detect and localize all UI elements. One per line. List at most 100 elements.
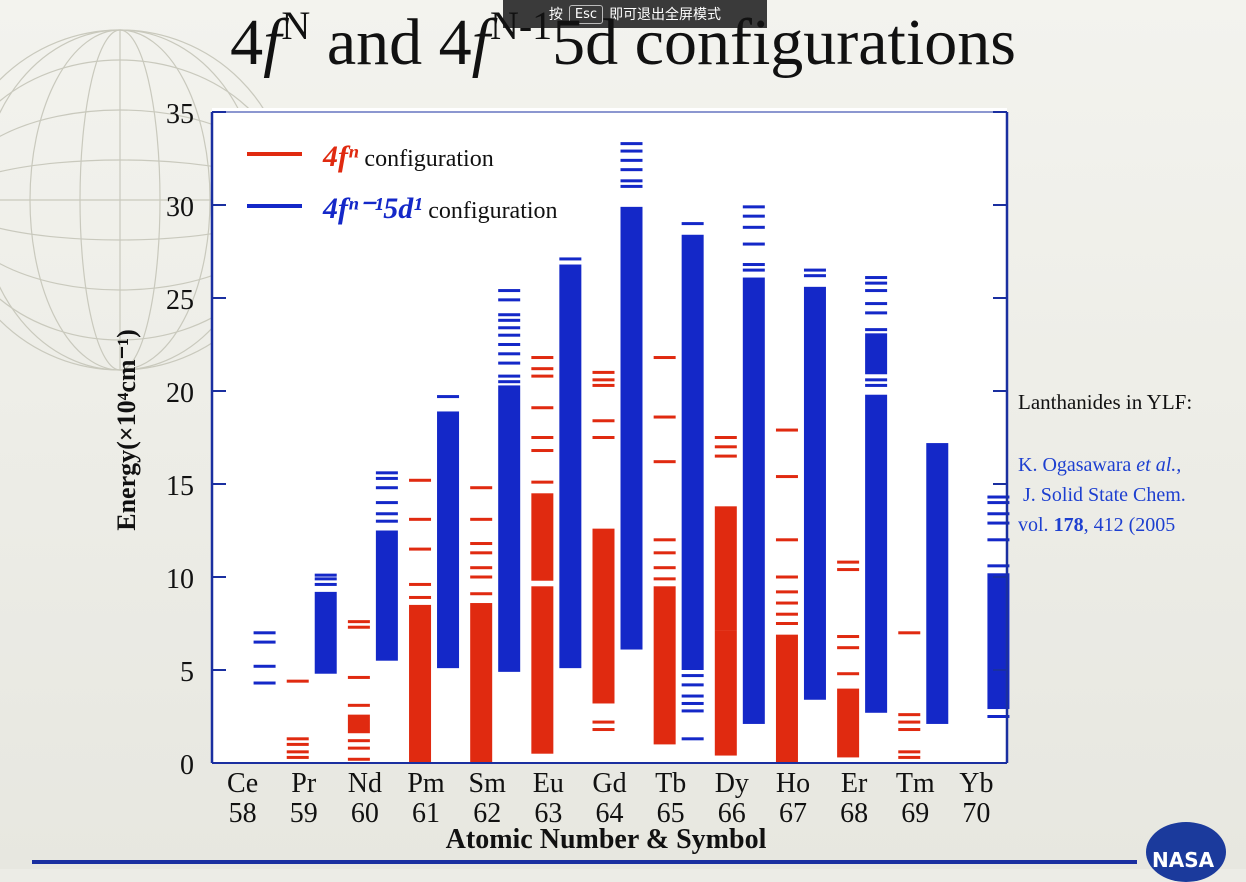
fn-level — [714, 454, 737, 458]
fd-level — [865, 276, 888, 280]
fd-level — [498, 333, 521, 337]
fn-level — [409, 547, 432, 551]
x-tick-number: 69 — [901, 798, 929, 829]
esc-key[interactable]: Esc — [568, 4, 604, 24]
x-tick-number: 67 — [779, 798, 807, 829]
reference-line3: vol. 178, 412 (2005 — [1018, 510, 1186, 540]
fd-level — [375, 512, 398, 516]
fn-band — [470, 603, 493, 763]
fn-level — [837, 635, 860, 639]
fn-level — [470, 486, 493, 490]
x-tick-number: 65 — [657, 798, 685, 829]
x-tick-symbol: Nd — [348, 768, 382, 799]
fd-level — [375, 471, 398, 475]
reference-etal: et al., — [1136, 454, 1182, 476]
fn-band — [714, 630, 737, 756]
fd-level — [437, 395, 460, 399]
fn-level — [775, 428, 798, 432]
fn-level — [775, 575, 798, 579]
bottom-rule — [32, 860, 1137, 864]
fd-band — [375, 530, 398, 661]
fn-level — [347, 625, 370, 629]
fd-level — [681, 683, 704, 687]
fn-level — [470, 566, 493, 570]
fd-level — [742, 242, 765, 246]
fd-level — [681, 737, 704, 741]
fd-level — [987, 521, 1010, 525]
fd-level — [314, 573, 337, 577]
fd-level — [498, 361, 521, 365]
fn-level — [286, 755, 309, 759]
fd-level — [681, 222, 704, 226]
fd-level — [498, 374, 521, 378]
fn-level — [592, 370, 615, 374]
fd-level — [375, 486, 398, 490]
x-tick-symbol: Ho — [776, 768, 810, 799]
x-tick-number: 66 — [718, 798, 746, 829]
x-tick-number: 62 — [473, 798, 501, 829]
fd-level — [253, 664, 276, 668]
fd-band — [681, 234, 704, 670]
fn-level — [531, 374, 554, 378]
fd-level — [559, 257, 582, 261]
y-axis-label: Energy(×10⁴cm⁻¹) — [112, 329, 141, 531]
fd-level — [681, 701, 704, 705]
title-part3: 5d configurations — [552, 6, 1016, 79]
fd-level — [865, 289, 888, 293]
y-tick-label: 5 — [180, 657, 194, 688]
title-sup2: N-1 — [489, 3, 553, 48]
x-tick-symbol: Tm — [896, 768, 935, 799]
fn-level — [653, 566, 676, 570]
fn-level — [470, 551, 493, 555]
legend-entry: 4fⁿ⁻¹5d¹ configuration — [322, 192, 558, 225]
fd-level — [620, 158, 643, 162]
fn-level — [837, 646, 860, 650]
x-tick-symbol: Dy — [715, 768, 749, 799]
fd-level — [987, 501, 1010, 505]
fd-level — [620, 168, 643, 172]
fn-level — [286, 737, 309, 741]
fd-level — [987, 715, 1010, 718]
fn-level — [347, 675, 370, 679]
fd-level — [375, 476, 398, 480]
fd-level — [987, 512, 1010, 516]
fn-level — [837, 560, 860, 564]
fn-level — [531, 480, 554, 484]
fn-level — [837, 568, 860, 572]
fn-band — [775, 634, 798, 763]
fd-band — [803, 286, 826, 700]
fd-band — [620, 206, 643, 650]
fn-level — [898, 728, 921, 732]
title-f2: f — [471, 6, 490, 79]
x-tick-number: 61 — [412, 798, 440, 829]
fd-level — [498, 298, 521, 302]
fd-level — [742, 268, 765, 272]
fn-level — [898, 750, 921, 754]
fn-level — [592, 728, 615, 732]
fd-level — [742, 214, 765, 218]
fullscreen-hint: 按 Esc 即可退出全屏模式 — [503, 0, 767, 28]
y-tick-label: 10 — [166, 564, 194, 595]
x-tick-number: 70 — [962, 798, 990, 829]
fd-level — [253, 631, 276, 635]
fd-level — [498, 318, 521, 322]
fd-level — [314, 577, 337, 581]
reference-author: K. Ogasawara — [1018, 454, 1137, 476]
x-tick-number: 68 — [840, 798, 868, 829]
x-tick-symbol: Ce — [227, 768, 258, 799]
title-sup1: N — [281, 3, 311, 48]
fd-level — [681, 674, 704, 678]
fn-level — [592, 419, 615, 423]
fd-level — [865, 302, 888, 306]
reference-vol-number: 178 — [1053, 514, 1084, 536]
fd-level — [498, 289, 521, 293]
fd-level — [375, 519, 398, 523]
x-tick-number: 59 — [290, 798, 318, 829]
x-tick-symbol: Eu — [533, 768, 564, 799]
reference-vol: vol. — [1018, 514, 1054, 536]
fd-level — [620, 179, 643, 183]
fn-level — [347, 703, 370, 707]
fn-level — [898, 713, 921, 717]
fn-level — [531, 406, 554, 410]
legend-symbol: 4fⁿ⁻¹5d¹ — [322, 192, 422, 225]
